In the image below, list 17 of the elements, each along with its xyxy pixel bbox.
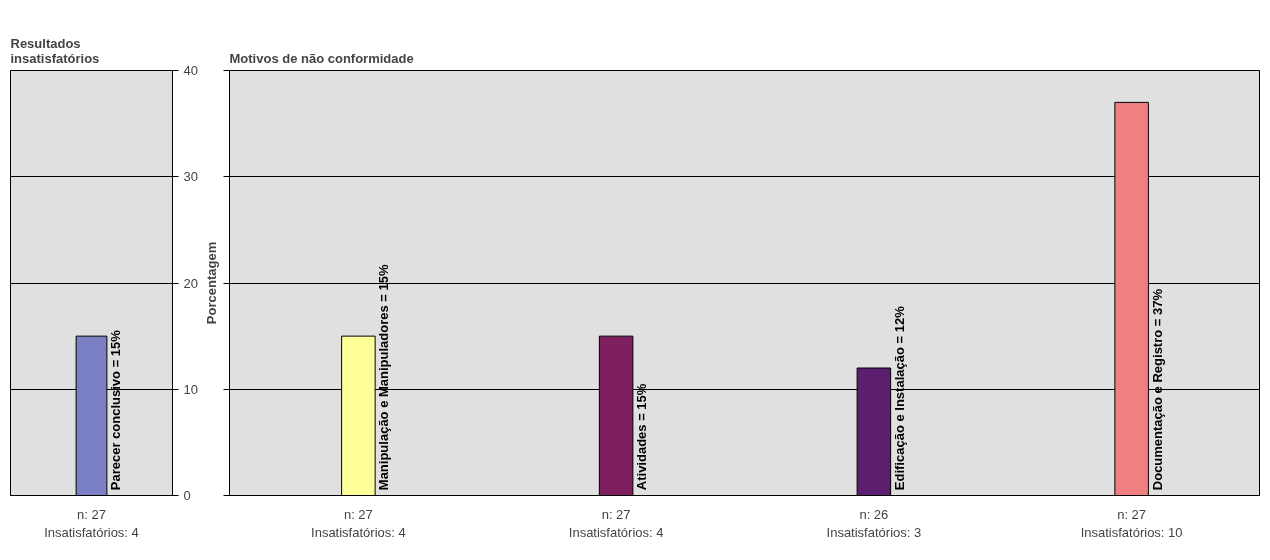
- data-label: Parecer conclusivo = 15%: [107, 329, 123, 491]
- x-tick-label: n: 27 Insatisfatórios: 4: [568, 506, 664, 540]
- data-label: Edificação e Instalação = 12%: [891, 305, 907, 491]
- x-tick-label: n: 27 Insatisfatórios: 4: [44, 506, 139, 540]
- data-label: Manipulação e Manipuladores = 15%: [376, 263, 392, 491]
- chart-title: Motivos de não conformidade: [229, 50, 414, 66]
- y-axis-title: Porcentagem: [203, 241, 219, 325]
- x-tick-label: n: 27 Insatisfatórios: 4: [311, 506, 406, 540]
- x-tick-label: n: 26 Insatisfatórios: 3: [826, 506, 922, 540]
- x-tick-label: n: 27 Insatisfatórios: 10: [1080, 506, 1183, 540]
- y-tick-label: 10: [183, 381, 198, 397]
- chart-title: Resultados insatisfatórios: [10, 35, 100, 66]
- data-label: Atividades = 15%: [634, 383, 650, 491]
- y-tick-label: 30: [183, 169, 198, 185]
- y-tick-label: 40: [183, 63, 198, 78]
- y-tick-label: 20: [183, 275, 198, 291]
- y-tick-label: 0: [183, 488, 191, 503]
